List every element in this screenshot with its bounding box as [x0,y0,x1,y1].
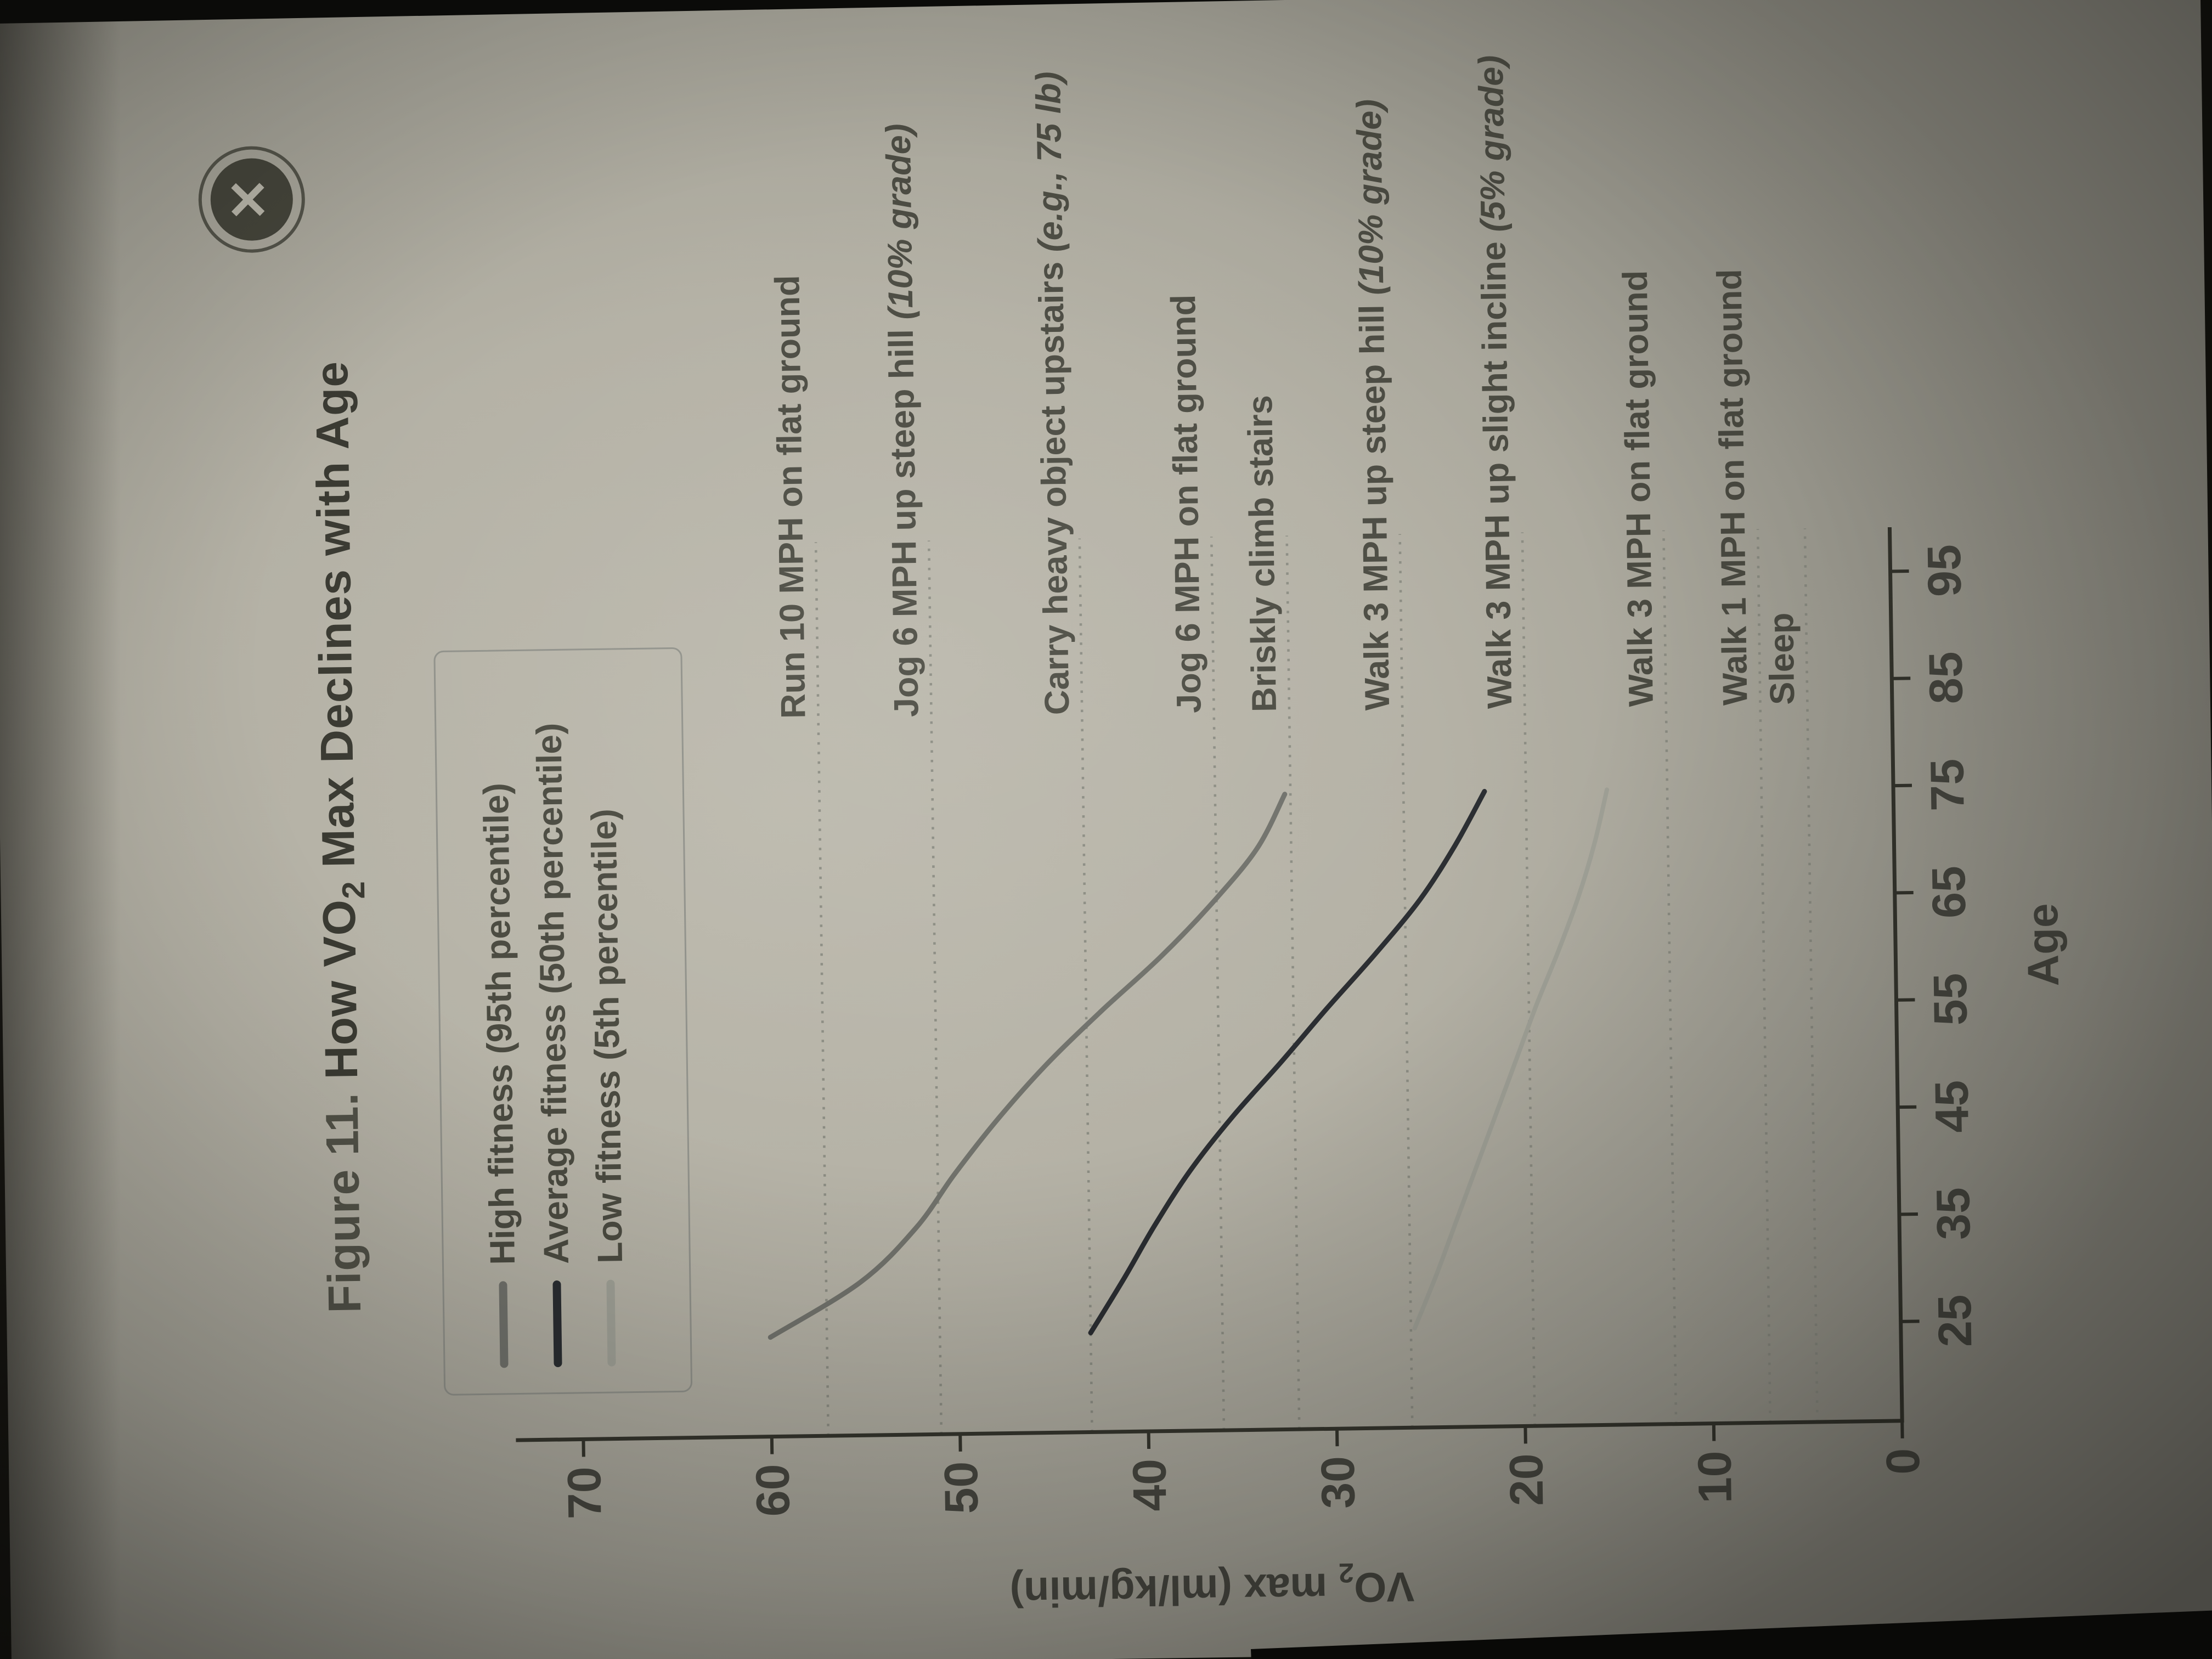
x-tick-label: 55 [1924,973,1977,1026]
reference-line-label: Walk 3 MPH up slight incline (5% grade) [1472,55,1520,709]
x-tick-label: 35 [1927,1187,1980,1240]
curve-average [1088,789,1487,1335]
x-tick-label: 85 [1920,651,1973,704]
x-tick-label: 75 [1921,758,1974,811]
y-tick-label: 0 [1877,1448,1930,1475]
x-tick-label: 95 [1918,544,1971,597]
y-tick-label: 30 [1312,1456,1365,1509]
y-tick-label: 20 [1500,1453,1553,1506]
y-axis [516,1419,1904,1442]
y-axis-title: VO2 max (ml/kg/min) [1009,1556,1415,1615]
x-axis-title: Age [2018,903,2068,986]
reference-line-label: Walk 3 MPH on flat ground [1616,270,1661,707]
x-axis [1887,527,1904,1423]
y-tick-label: 70 [558,1466,611,1520]
x-tick-label: 65 [1922,866,1976,919]
reference-line-label: Sleep [1762,612,1802,705]
reference-line-label: Run 10 MPH on flat ground [768,275,812,719]
y-tick-label: 40 [1123,1458,1176,1511]
reference-line-label: Walk 1 MPH on flat ground [1710,269,1754,706]
reference-line-label: Jog 6 MPH on flat ground [1164,294,1209,713]
curve-low [1412,787,1610,1331]
reference-line-label: Jog 6 MPH up steep hill (10% grade) [879,123,926,718]
x-tick-label: 25 [1928,1294,1982,1347]
y-tick-label: 10 [1688,1451,1741,1504]
reference-line-label: Carry heavy object upstairs (e.g., 75 lb… [1029,71,1076,715]
reference-line-label: Walk 3 MPH up steep hill (10% grade) [1350,99,1397,710]
x-tick-label: 45 [1926,1080,1979,1133]
curve-high [768,792,1288,1340]
reference-line-label: Briskly climb stairs [1241,395,1284,713]
y-tick-label: 60 [747,1464,800,1517]
photo-left-shadow [0,0,121,1659]
y-tick-label: 50 [935,1461,988,1514]
